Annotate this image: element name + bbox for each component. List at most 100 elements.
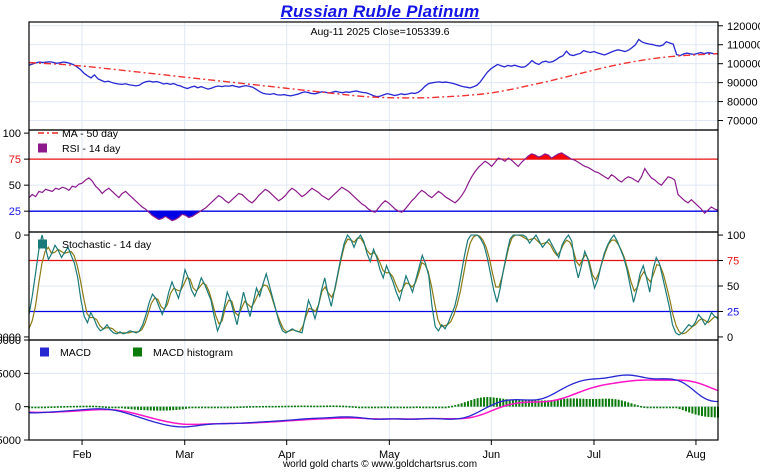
y-axis-label: 10000	[0, 335, 21, 347]
macd-histogram-bar	[258, 405, 261, 408]
macd-histogram-bar	[127, 406, 130, 409]
macd-histogram-bar	[652, 406, 655, 409]
macd-histogram-bar	[386, 406, 389, 409]
y-axis-label: 100000	[727, 59, 760, 71]
macd-histogram-bar	[345, 405, 348, 408]
macd-histogram-bar	[40, 406, 43, 409]
macd-histogram-bar	[79, 405, 82, 408]
rsi-line	[28, 152, 719, 222]
macd-histogram-bar	[495, 397, 498, 407]
macd-histogram-bar	[85, 405, 88, 408]
macd-histogram-bar	[438, 406, 441, 409]
macd-histogram-bar	[76, 405, 79, 408]
y-axis-label: 100	[727, 230, 745, 242]
macd-histogram-bar	[342, 405, 345, 408]
macd-histogram-bar	[274, 405, 277, 408]
macd-histogram-bar	[553, 399, 556, 407]
rsi-oversold-fill	[148, 211, 199, 221]
macd-histogram-bar	[290, 405, 293, 408]
macd-histogram-bar	[684, 406, 687, 412]
chart-subtitle: Aug-11 2025 Close=105339.6	[310, 26, 450, 38]
chart-footer-credit: world gold charts © www.goldchartsrus.co…	[282, 459, 478, 470]
macd-histogram-bar	[98, 405, 101, 408]
macd-histogram-bar	[207, 406, 210, 409]
macd-histogram-bar	[95, 405, 98, 408]
macd-histogram-bar	[178, 406, 181, 410]
macd-histogram-bar	[124, 406, 127, 409]
macd-histogram-bar	[390, 406, 393, 409]
macd-histogram-bar	[181, 406, 184, 410]
macd-histogram-bar	[217, 406, 220, 409]
macd-histogram-bar	[229, 406, 232, 409]
macd-histogram-bar	[457, 404, 460, 407]
macd-histogram-bar	[34, 406, 37, 409]
y-axis-label: 80000	[727, 97, 758, 109]
macd-histogram-bar	[527, 400, 530, 407]
legend-swatch	[38, 239, 47, 249]
macd-histogram-bar	[402, 406, 405, 409]
macd-histogram-bar	[268, 405, 271, 408]
macd-histogram-bar	[656, 406, 659, 409]
y-axis-label: 50	[9, 180, 21, 192]
y-axis-label: 75	[727, 256, 739, 268]
y-axis-label: 100	[3, 128, 21, 140]
macd-histogram-bar	[152, 406, 155, 411]
macd-histogram-bar	[576, 398, 578, 407]
macd-histogram-bar	[364, 406, 367, 409]
macd-histogram-bar	[303, 405, 306, 408]
macd-histogram-bar	[226, 406, 229, 409]
macd-histogram-bar	[393, 406, 396, 409]
macd-histogram-bar	[236, 406, 239, 409]
macd-histogram-bar	[108, 406, 111, 409]
macd-histogram-bar	[220, 406, 223, 409]
x-axis-label: Feb	[73, 449, 92, 461]
panel-frame-rsi	[28, 129, 719, 233]
macd-histogram-bar	[691, 406, 694, 414]
macd-histogram-bar	[306, 405, 309, 408]
macd-histogram-bar	[479, 397, 482, 407]
macd-histogram-bar	[188, 406, 191, 409]
macd-histogram-bar	[608, 398, 611, 407]
macd-histogram-bar	[630, 403, 633, 407]
macd-histogram-bar	[133, 406, 136, 410]
macd-histogram-bar	[681, 406, 684, 411]
macd-histogram-bar	[566, 398, 569, 407]
macd-histogram-bar	[162, 406, 165, 411]
macd-histogram-bar	[140, 406, 143, 410]
macd-histogram-bar	[351, 406, 354, 408]
macd-histogram-bar	[242, 406, 245, 408]
macd-histogram-bar	[146, 406, 149, 411]
macd-histogram-bar	[72, 405, 75, 408]
macd-histogram-bar	[550, 400, 553, 407]
macd-histogram-bar	[380, 406, 383, 409]
macd-histogram-bar	[422, 406, 425, 409]
macd-histogram-bar	[271, 405, 274, 408]
macd-histogram-bar	[210, 406, 213, 409]
macd-histogram-bar	[617, 399, 620, 407]
macd-histogram-bar	[700, 406, 703, 417]
macd-histogram-bar	[313, 405, 316, 408]
macd-histogram-bar	[136, 406, 139, 410]
macd-histogram-bar	[249, 406, 252, 408]
macd-histogram-bar	[543, 400, 546, 407]
macd-histogram-bar	[598, 398, 601, 407]
x-axis-label: Mar	[175, 449, 194, 461]
y-axis-label: 50	[727, 281, 739, 293]
y-axis-label: 0	[15, 402, 21, 414]
macd-histogram-bar	[332, 405, 335, 408]
macd-histogram-bar	[643, 406, 646, 409]
macd-histogram-bar	[707, 406, 710, 417]
macd-histogram-bar	[326, 405, 329, 408]
macd-histogram-bar	[665, 406, 668, 409]
macd-histogram-bar	[194, 406, 197, 409]
macd-histogram-bar	[175, 406, 178, 410]
macd-histogram-bar	[383, 406, 386, 409]
macd-histogram-bar	[358, 406, 361, 409]
macd-histogram-bar	[406, 406, 409, 409]
macd-histogram-bar	[338, 405, 341, 408]
macd-histogram-bar	[463, 402, 466, 407]
macd-histogram-bar	[329, 405, 332, 408]
